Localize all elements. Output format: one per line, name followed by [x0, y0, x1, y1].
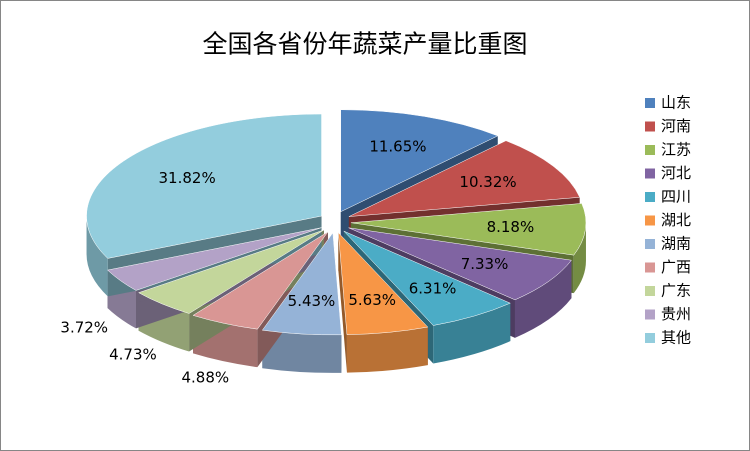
data-label: 4.88% — [181, 368, 229, 386]
legend-label: 河南 — [661, 117, 691, 135]
legend-label: 广西 — [661, 258, 691, 276]
legend-swatch — [645, 309, 655, 320]
slice — [348, 140, 581, 217]
legend-label: 其他 — [661, 329, 691, 347]
legend-label: 四川 — [661, 188, 691, 206]
slice-wall — [338, 232, 347, 373]
legend-swatch — [645, 145, 655, 155]
legend-swatch — [645, 333, 655, 343]
slice — [261, 232, 342, 336]
slice — [107, 227, 322, 291]
chart-title: 全国各省份年蔬菜产量比重图 — [202, 30, 527, 59]
data-label: 7.33% — [461, 255, 509, 273]
data-label: 8.18% — [487, 218, 535, 236]
legend-label: 湖南 — [661, 235, 691, 253]
data-label: 4.73% — [109, 346, 157, 364]
legend-swatch — [645, 192, 655, 202]
slice — [338, 232, 429, 335]
data-label: 6.31% — [409, 279, 457, 297]
slice-outer-wall — [262, 330, 342, 373]
slice — [340, 109, 499, 213]
slice-outer-wall — [433, 303, 511, 364]
legend-label: 湖北 — [661, 211, 691, 229]
legend-swatch — [645, 121, 655, 132]
slice — [192, 231, 329, 330]
data-label: 11.65% — [369, 137, 426, 155]
slice — [86, 113, 322, 259]
slice — [343, 230, 511, 326]
slice-outer-wall — [86, 216, 108, 297]
legend-swatch — [645, 215, 655, 226]
slice-outer-wall — [573, 222, 586, 294]
data-label: 3.72% — [60, 319, 108, 337]
slice — [138, 229, 325, 314]
legend-label: 山东 — [661, 94, 691, 112]
legend-swatch — [645, 168, 655, 179]
data-label: 31.82% — [159, 169, 216, 187]
slice — [348, 227, 572, 301]
slice-outer-wall — [514, 260, 572, 338]
legend-swatch — [645, 286, 655, 296]
legend-label: 贵州 — [661, 305, 691, 323]
slice-outer-wall — [346, 327, 428, 373]
data-label: 5.43% — [288, 292, 336, 310]
legend-label: 广东 — [661, 282, 691, 300]
legend-swatch — [645, 262, 655, 273]
data-label: 5.63% — [348, 291, 396, 309]
legend-swatch — [645, 239, 655, 249]
legend-label: 江苏 — [661, 141, 691, 159]
legend-label: 河北 — [661, 164, 691, 182]
data-label: 10.32% — [459, 173, 516, 191]
legend-swatch — [645, 98, 655, 108]
slice — [350, 203, 587, 256]
